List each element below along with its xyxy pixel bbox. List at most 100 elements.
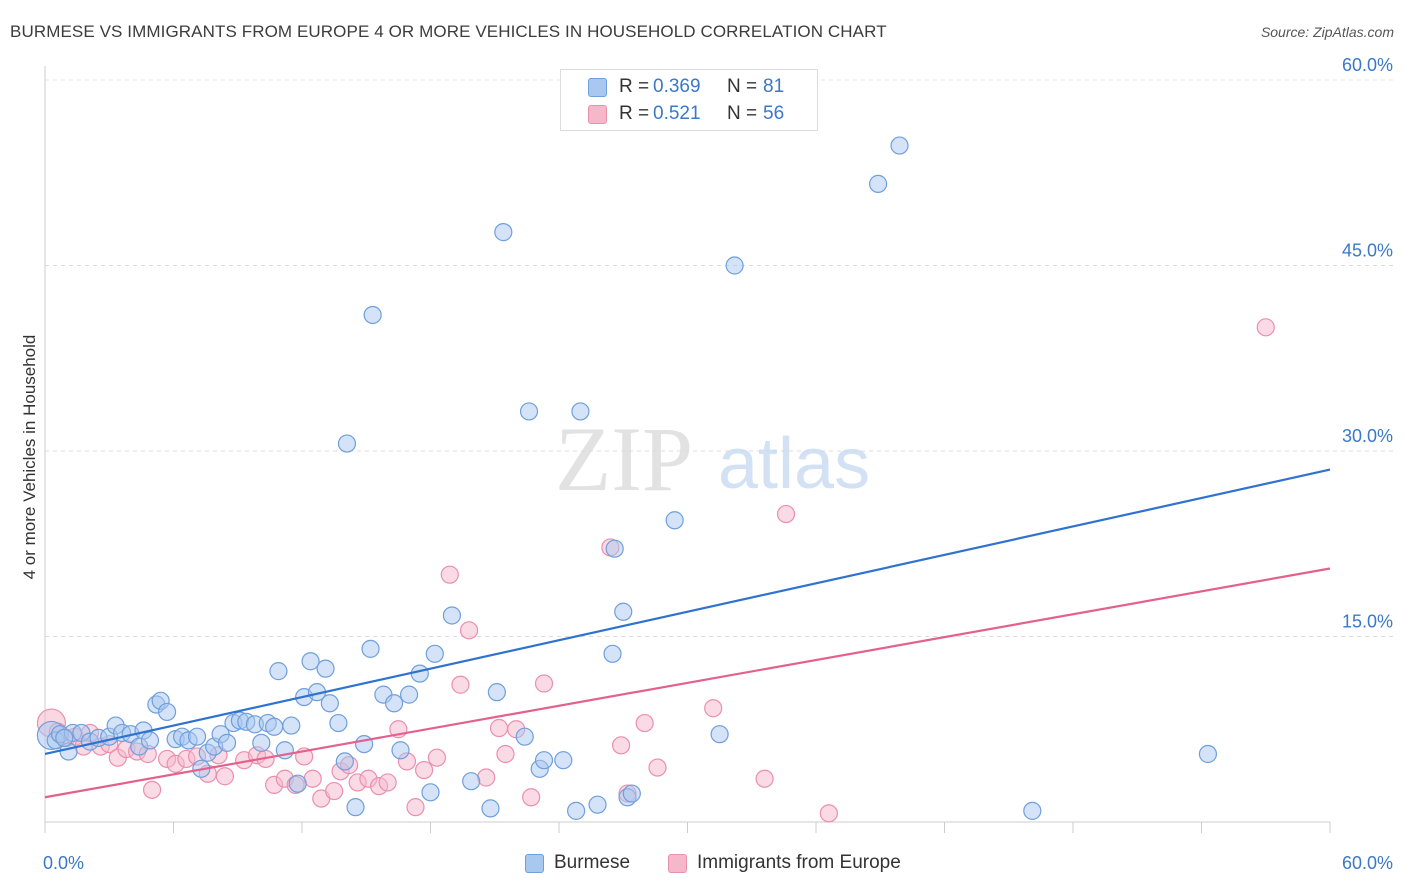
legend-label-burmese: Burmese: [554, 852, 631, 873]
burmese-point[interactable]: [187, 727, 207, 746]
burmese-point[interactable]: [252, 733, 271, 752]
legend-n-label: N =: [727, 76, 758, 97]
europe-point[interactable]: [325, 781, 344, 801]
legend-n-value: 56: [763, 103, 785, 124]
burmese-point[interactable]: [710, 725, 729, 744]
europe-point[interactable]: [378, 773, 397, 792]
y-tick-label: 45.0%: [1342, 241, 1393, 261]
burmese-point[interactable]: [329, 713, 348, 733]
burmese-point[interactable]: [140, 731, 160, 750]
legend-r-value: 0.369: [653, 76, 701, 97]
europe-point[interactable]: [776, 504, 796, 524]
burmese-point[interactable]: [519, 402, 539, 421]
legend-r-label: R =: [619, 76, 650, 97]
chart-title: BURMESE VS IMMIGRANTS FROM EUROPE 4 OR M…: [10, 22, 887, 41]
legend-row-europe: R = 0.521 N = 56: [588, 103, 784, 125]
europe-point[interactable]: [819, 804, 838, 823]
legend-item-burmese[interactable]: Burmese: [525, 852, 630, 874]
burmese-point[interactable]: [462, 772, 481, 791]
europe-point[interactable]: [477, 768, 496, 787]
burmese-point[interactable]: [605, 539, 624, 558]
burmese-point[interactable]: [421, 783, 440, 802]
legend-swatch-burmese: [588, 77, 607, 97]
burmese-point[interactable]: [410, 664, 429, 683]
burmese-point[interactable]: [588, 795, 607, 814]
europe-point[interactable]: [648, 758, 667, 777]
legend-swatch-europe: [588, 104, 607, 124]
burmese-point[interactable]: [363, 305, 382, 325]
legend-row-burmese: R = 0.369 N = 81: [588, 76, 784, 98]
burmese-point[interactable]: [337, 434, 357, 453]
legend-r-value: 0.521: [653, 103, 701, 124]
burmese-point[interactable]: [217, 733, 237, 752]
burmese-point[interactable]: [320, 694, 339, 713]
burmese-point[interactable]: [487, 683, 506, 702]
europe-point[interactable]: [440, 565, 459, 584]
y-tick-label: 60.0%: [1342, 55, 1393, 75]
burmese-point[interactable]: [391, 741, 410, 760]
burmese-point[interactable]: [282, 716, 301, 735]
burmese-point[interactable]: [442, 606, 462, 625]
burmese-point[interactable]: [554, 751, 573, 770]
burmese-point[interactable]: [494, 223, 513, 242]
burmese-point[interactable]: [269, 662, 288, 681]
europe-point[interactable]: [142, 780, 162, 799]
europe-point[interactable]: [704, 699, 723, 718]
europe-point[interactable]: [427, 748, 447, 767]
legend-r-label: R =: [619, 103, 650, 124]
watermark-atlas: atlas: [718, 424, 870, 504]
burmese-point[interactable]: [603, 644, 622, 663]
legend-label-europe: Immigrants from Europe: [697, 852, 901, 873]
europe-point[interactable]: [755, 769, 774, 788]
europe-point[interactable]: [459, 621, 479, 640]
burmese-point[interactable]: [515, 727, 534, 746]
europe-point[interactable]: [612, 736, 631, 755]
burmese-point[interactable]: [384, 694, 404, 713]
burmese-point[interactable]: [55, 728, 74, 748]
legend-n-label: N =: [727, 103, 758, 124]
x-tick-label: 0.0%: [43, 853, 84, 873]
watermark-zip: ZIP: [555, 408, 693, 510]
europe-point[interactable]: [1256, 318, 1275, 337]
europe-point[interactable]: [534, 674, 554, 693]
legend-n-value: 81: [763, 76, 785, 97]
burmese-point[interactable]: [335, 752, 354, 771]
europe-point[interactable]: [522, 788, 541, 807]
burmese-point[interactable]: [665, 511, 684, 530]
europe-point[interactable]: [635, 713, 654, 733]
burmese-point[interactable]: [725, 256, 744, 275]
x-tick-label: 60.0%: [1342, 853, 1393, 873]
burmese-point[interactable]: [301, 652, 320, 671]
burmese-point[interactable]: [346, 798, 365, 817]
legend-swatch-burmese: [525, 853, 544, 873]
y-tick-label: 30.0%: [1342, 426, 1393, 446]
burmese-point[interactable]: [567, 801, 586, 820]
burmese-point[interactable]: [157, 702, 177, 722]
burmese-point[interactable]: [614, 602, 633, 621]
europe-point[interactable]: [451, 675, 470, 694]
burmese-point[interactable]: [622, 784, 641, 803]
europe-point[interactable]: [489, 718, 509, 738]
burmese-point[interactable]: [1023, 801, 1042, 820]
burmese-point[interactable]: [355, 734, 374, 754]
burmese-point[interactable]: [361, 639, 380, 658]
europe-point[interactable]: [406, 798, 425, 817]
correlation-legend: R = 0.369 N = 81 R = 0.521 N = 56: [560, 69, 818, 131]
burmese-point[interactable]: [265, 717, 284, 736]
burmese-point[interactable]: [1198, 744, 1218, 764]
y-axis-label: 4 or more Vehicles in Household: [20, 335, 39, 580]
burmese-point[interactable]: [399, 685, 419, 704]
legend-item-europe[interactable]: Immigrants from Europe: [668, 852, 901, 874]
burmese-point[interactable]: [425, 644, 444, 663]
burmese-point[interactable]: [571, 402, 590, 421]
burmese-point[interactable]: [534, 751, 554, 770]
burmese-point[interactable]: [288, 774, 307, 793]
europe-point[interactable]: [215, 767, 234, 786]
europe-point[interactable]: [414, 760, 434, 780]
burmese-point[interactable]: [316, 659, 335, 678]
burmese-point[interactable]: [481, 799, 500, 818]
europe-point[interactable]: [496, 744, 515, 764]
burmese-point[interactable]: [890, 136, 909, 155]
series-legend: Burmese Immigrants from Europe: [0, 852, 1406, 878]
burmese-point[interactable]: [869, 174, 888, 193]
